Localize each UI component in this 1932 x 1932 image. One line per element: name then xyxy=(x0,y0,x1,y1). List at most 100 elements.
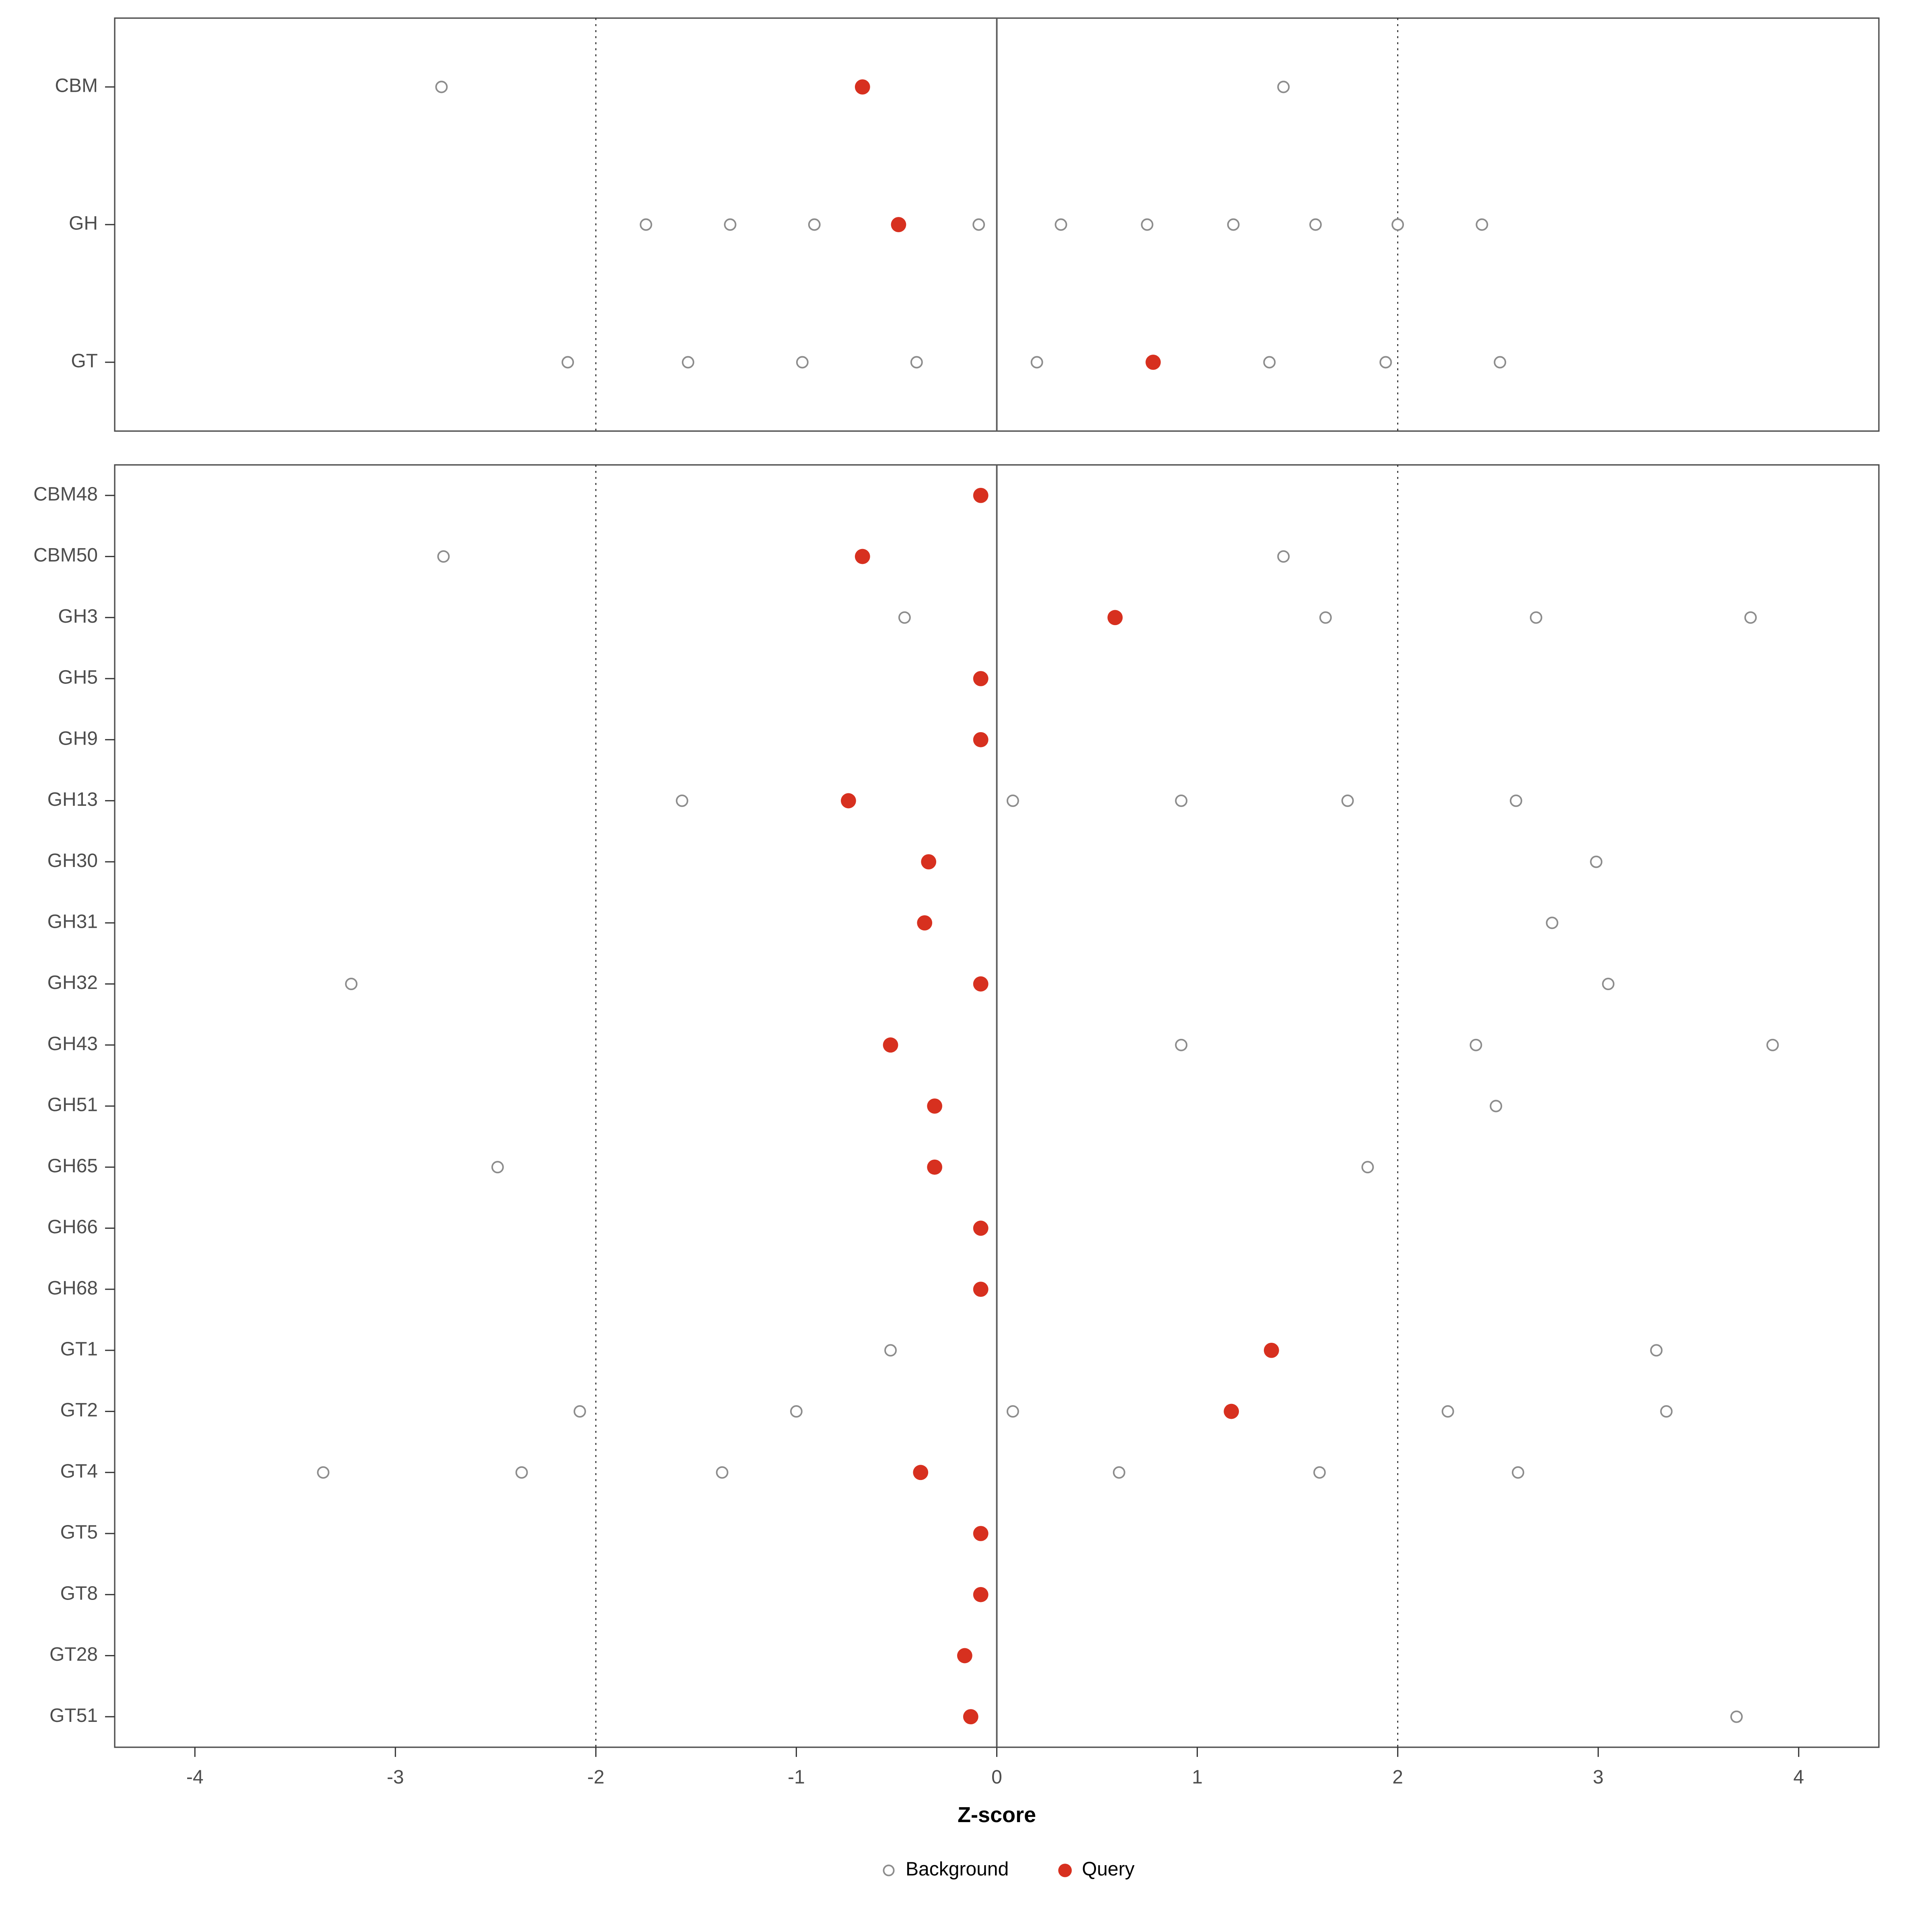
background-point xyxy=(1227,218,1240,231)
background-point xyxy=(898,611,911,624)
background-point xyxy=(574,1405,586,1418)
x-tick-label: -4 xyxy=(186,1767,204,1788)
background-point xyxy=(1055,218,1067,231)
background-point xyxy=(1263,356,1276,369)
background-point xyxy=(972,218,985,231)
background-point xyxy=(491,1161,504,1174)
background-point xyxy=(640,218,652,231)
category-label: GH65 xyxy=(47,1155,98,1177)
category-label: GH3 xyxy=(58,606,98,627)
query-point xyxy=(973,487,989,503)
query-point xyxy=(973,1587,989,1602)
x-axis-title: Z-score xyxy=(958,1803,1036,1827)
category-label: CBM48 xyxy=(33,484,98,505)
background-point xyxy=(1319,611,1332,624)
category-label: CBM50 xyxy=(33,545,98,566)
query-point xyxy=(841,793,856,809)
background-point xyxy=(716,1466,729,1479)
query-point xyxy=(973,976,989,992)
background-point xyxy=(1141,218,1154,231)
category-label: GH xyxy=(69,213,98,234)
background-point xyxy=(884,1344,897,1357)
background-point xyxy=(1175,1038,1188,1051)
category-label: GT4 xyxy=(60,1461,98,1482)
category-label: GH51 xyxy=(47,1094,98,1116)
category-label: GH68 xyxy=(47,1278,98,1299)
background-point xyxy=(1766,1038,1779,1051)
background-point xyxy=(1744,611,1757,624)
legend-query-label: Query xyxy=(1082,1859,1135,1880)
background-point xyxy=(1730,1710,1743,1723)
category-label: GH13 xyxy=(47,789,98,810)
category-label: GT28 xyxy=(50,1644,98,1665)
background-point xyxy=(1494,356,1507,369)
background-point xyxy=(1650,1344,1663,1357)
query-point xyxy=(855,549,870,564)
query-point xyxy=(913,1465,929,1480)
background-point xyxy=(345,978,358,991)
background-point xyxy=(724,218,737,231)
query-point xyxy=(1146,355,1161,370)
background-point xyxy=(790,1405,803,1418)
query-point xyxy=(973,1220,989,1236)
query-point xyxy=(1263,1342,1279,1358)
background-point xyxy=(515,1466,528,1479)
background-point xyxy=(435,80,448,93)
category-label: CBM xyxy=(55,75,98,97)
category-label: GT2 xyxy=(60,1399,98,1421)
category-label: GH43 xyxy=(47,1033,98,1055)
background-point xyxy=(1309,218,1322,231)
query-point xyxy=(917,915,933,931)
query-point xyxy=(891,217,906,232)
category-label: GT8 xyxy=(60,1583,98,1604)
legend-query-key-icon xyxy=(1058,1864,1072,1877)
x-tick-label: -2 xyxy=(587,1767,605,1788)
background-point xyxy=(1391,218,1404,231)
x-tick-label: 4 xyxy=(1793,1767,1804,1788)
background-point xyxy=(1277,550,1290,563)
background-point xyxy=(1546,916,1558,929)
category-label: GH66 xyxy=(47,1216,98,1238)
category-label: GH30 xyxy=(47,850,98,871)
x-tick-label: 1 xyxy=(1192,1767,1203,1788)
query-point xyxy=(973,732,989,747)
query-point xyxy=(883,1037,898,1053)
category-label: GH5 xyxy=(58,667,98,688)
background-point xyxy=(561,356,574,369)
background-point xyxy=(1313,1466,1326,1479)
background-point xyxy=(1379,356,1392,369)
background-point xyxy=(1441,1405,1454,1418)
background-point xyxy=(910,356,923,369)
background-point xyxy=(1341,794,1354,807)
query-point xyxy=(957,1648,972,1664)
category-label: GH32 xyxy=(47,972,98,993)
x-tick-label: 2 xyxy=(1392,1767,1403,1788)
category-label: GT xyxy=(71,351,98,372)
panel-subfamily-detail: CBM48 CBM50 GH3 GH5 GH9 GH13 GH30 GH31 GH32 GH43 G… xyxy=(33,464,1880,1748)
x-axis: -4 -3 -2 -1 0 1 2 3 4 Z-score xyxy=(186,1747,1804,1827)
background-point xyxy=(1113,1466,1125,1479)
background-point xyxy=(1602,978,1615,991)
background-point xyxy=(796,356,809,369)
background-point xyxy=(1530,611,1542,624)
background-point xyxy=(1175,794,1188,807)
category-label: GH31 xyxy=(47,911,98,933)
query-point xyxy=(973,1282,989,1297)
query-point xyxy=(963,1709,978,1725)
background-point xyxy=(1361,1161,1374,1174)
x-tick-label: -3 xyxy=(387,1767,404,1788)
background-point xyxy=(437,550,450,563)
query-point xyxy=(927,1098,942,1114)
background-point xyxy=(1476,218,1488,231)
panel-family-summary: CBM GH GT xyxy=(55,17,1880,432)
category-label: GT1 xyxy=(60,1339,98,1360)
background-point xyxy=(1512,1466,1524,1479)
background-point xyxy=(682,356,694,369)
category-label: GT51 xyxy=(50,1705,98,1726)
background-point xyxy=(1470,1038,1482,1051)
background-point xyxy=(808,218,821,231)
query-point xyxy=(1224,1404,1239,1419)
background-point xyxy=(1030,356,1043,369)
background-point xyxy=(317,1466,330,1479)
